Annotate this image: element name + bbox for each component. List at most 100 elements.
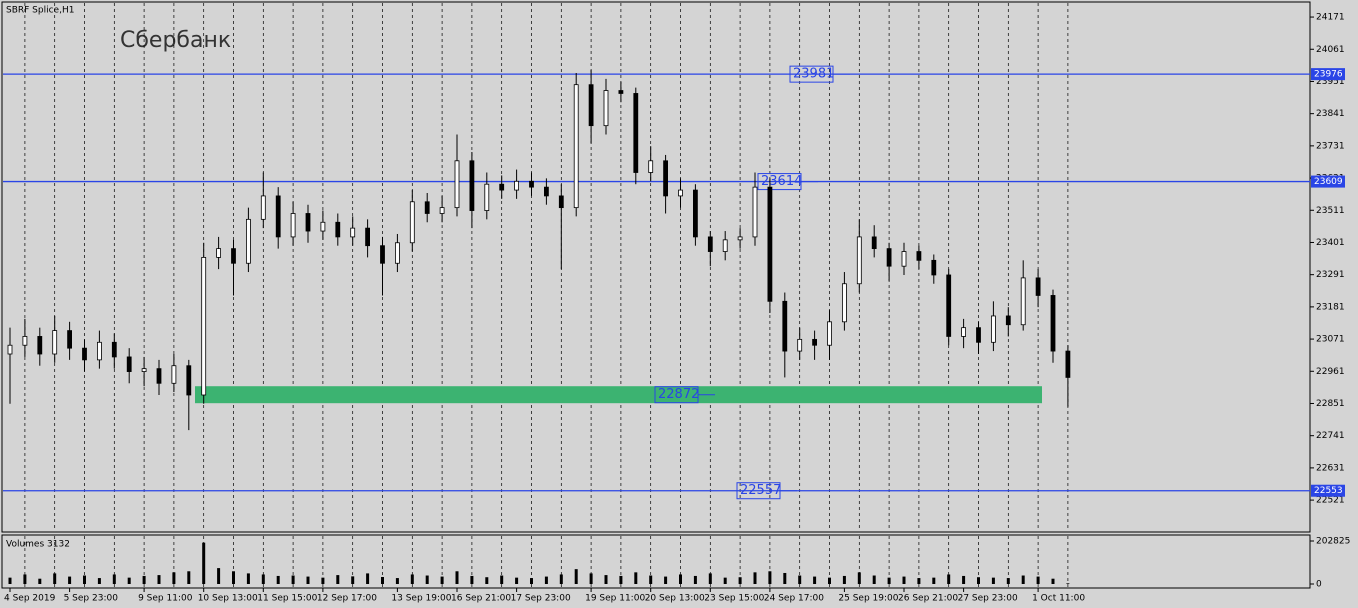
- volume-bar: [366, 573, 370, 584]
- symbol-title: SBRF Splice,H1: [6, 6, 74, 16]
- volume-bar: [8, 577, 12, 584]
- candle-body: [1020, 277, 1026, 326]
- candle-body: [439, 207, 445, 214]
- candle-body: [350, 227, 356, 238]
- volume-bar: [604, 575, 608, 584]
- volume-bar: [902, 576, 906, 584]
- volume-bar: [321, 577, 325, 584]
- x-tick-label: 11 Sep 15:00: [257, 594, 317, 604]
- volume-bar: [1021, 575, 1025, 584]
- candle-body: [499, 183, 505, 191]
- volume-bar: [708, 573, 712, 584]
- candle-body: [394, 242, 400, 264]
- y-tick-label: 24061: [1316, 45, 1345, 55]
- candle-body: [469, 160, 475, 211]
- candle-body: [678, 189, 683, 197]
- candle-body: [633, 93, 639, 173]
- volume-bar: [932, 577, 936, 584]
- x-tick-label: 25 Sep 19:00: [838, 594, 898, 604]
- volume-bar: [351, 576, 355, 584]
- volume-bar: [276, 575, 280, 584]
- candle-body: [603, 90, 609, 127]
- volume-bar: [172, 572, 176, 584]
- candle-body: [946, 274, 952, 337]
- candle-body: [588, 84, 594, 127]
- volume-tick-label: 202825: [1316, 537, 1350, 547]
- volume-bar: [500, 575, 504, 584]
- y-tick-label: 22521: [1316, 496, 1345, 506]
- volume-bar: [232, 571, 235, 584]
- y-tick-label: 22741: [1316, 431, 1345, 441]
- candle-body: [231, 248, 236, 264]
- volume-bar: [23, 574, 27, 584]
- volume-bar: [112, 574, 116, 584]
- candle-body: [380, 245, 385, 264]
- candle-body: [201, 257, 207, 396]
- y-tick-label: 23841: [1316, 109, 1345, 119]
- x-tick-label: 23 Sep 15:00: [704, 594, 764, 604]
- candle-body: [663, 160, 668, 197]
- volume-bar: [857, 572, 861, 584]
- level-label: 23614: [761, 174, 802, 189]
- level-label: 23981: [793, 67, 834, 82]
- volume-bar: [38, 578, 42, 584]
- candle-body: [335, 221, 341, 238]
- volume-bar: [679, 574, 682, 584]
- volume-bar: [68, 576, 72, 584]
- candle-body: [1065, 350, 1071, 378]
- x-tick-label: 10 Sep 13:00: [198, 594, 258, 604]
- candle-body: [827, 321, 832, 346]
- candle-body: [544, 186, 549, 197]
- volume-bar: [455, 571, 459, 584]
- candle-body: [871, 236, 877, 250]
- y-tick-label: 23731: [1316, 141, 1345, 151]
- candle-body: [752, 186, 758, 238]
- volume-bar: [336, 575, 340, 584]
- candle-body: [961, 327, 966, 337]
- candle-body: [514, 180, 519, 191]
- y-tick-label: 22631: [1316, 463, 1345, 473]
- candle-body: [52, 330, 58, 355]
- volume-bar: [306, 576, 310, 584]
- level-axis-label: 23609: [1314, 177, 1343, 187]
- candle-body: [82, 347, 87, 361]
- candle-body: [171, 365, 177, 384]
- y-tick-label: 23951: [1316, 77, 1345, 87]
- candle-body: [693, 189, 698, 238]
- volume-bar: [1051, 578, 1055, 584]
- volume-bar: [917, 578, 921, 584]
- zone: [195, 386, 1042, 404]
- volume-bar: [246, 573, 250, 584]
- candle-body: [782, 300, 788, 352]
- y-tick-label: 23291: [1316, 270, 1345, 280]
- volume-bar: [559, 574, 563, 584]
- candle-body: [797, 338, 803, 352]
- volume-bar: [425, 575, 429, 584]
- volume-bar: [83, 575, 86, 584]
- candle-body: [7, 344, 13, 355]
- volume-bar: [291, 575, 295, 584]
- volume-bar: [530, 578, 533, 584]
- x-tick-label: 5 Sep 23:00: [64, 594, 119, 604]
- volume-bar: [619, 575, 623, 584]
- level-axis-label: 22553: [1314, 486, 1343, 496]
- candle-body: [931, 259, 937, 276]
- x-tick-label: 20 Sep 13:00: [645, 594, 705, 604]
- level-label: 22557: [740, 483, 781, 498]
- y-tick-label: 22851: [1316, 399, 1345, 409]
- volume-bar: [261, 574, 265, 584]
- candle-body: [618, 90, 624, 94]
- volume-bar: [664, 576, 668, 584]
- volume-bar: [842, 575, 846, 584]
- candle-body: [141, 368, 147, 372]
- candle-body: [1050, 295, 1056, 352]
- volume-bar: [798, 575, 802, 584]
- candle-body: [737, 236, 743, 241]
- volume-bar: [381, 577, 384, 584]
- candle-body: [812, 338, 817, 346]
- x-tick-label: 4 Sep 2019: [4, 594, 56, 604]
- volume-bar: [127, 577, 131, 584]
- x-tick-label: 13 Sep 19:00: [391, 594, 451, 604]
- candle-body: [126, 356, 132, 372]
- x-tick-label: 24 Sep 17:00: [764, 594, 824, 604]
